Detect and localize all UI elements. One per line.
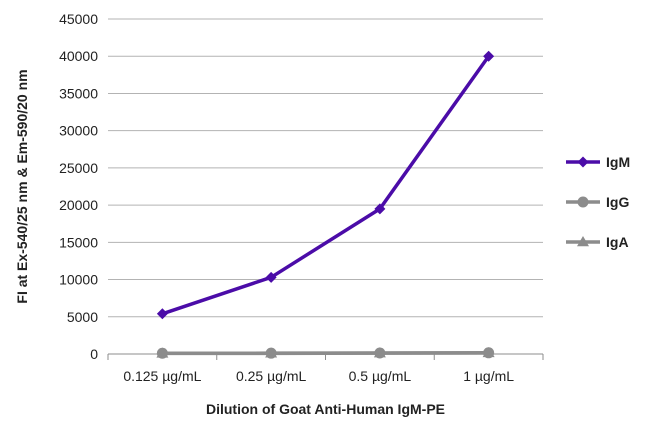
- x-tick-label: 0.125 µg/mL: [123, 368, 201, 384]
- legend-marker: [577, 196, 589, 208]
- y-tick-label: 40000: [59, 48, 98, 64]
- legend-item-igm: IgM: [566, 154, 630, 170]
- legend-label: IgM: [606, 154, 630, 170]
- x-tick-label: 1 µg/mL: [463, 368, 514, 384]
- x-tick-label: 0.5 µg/mL: [349, 368, 412, 384]
- y-tick-label: 35000: [59, 85, 98, 101]
- y-tick-label: 25000: [59, 160, 98, 176]
- x-tick-label: 0.25 µg/mL: [236, 368, 307, 384]
- y-axis-title: FI at Ex-540/25 nm & Em-590/20 nm: [14, 69, 30, 303]
- data-point: [265, 271, 277, 283]
- gridlines: [108, 18, 543, 318]
- y-tick-label: 30000: [59, 123, 98, 139]
- data-point: [156, 347, 168, 359]
- x-axis-ticks: 0.125 µg/mL 0.25 µg/mL 0.5 µg/mL 1 µg/mL: [107, 354, 544, 384]
- legend: IgM IgG IgA: [566, 154, 630, 250]
- data-point: [374, 347, 386, 359]
- legend-label: IgG: [606, 194, 629, 210]
- y-axis-ticks: 0 5000 10000 15000 20000 25000 30000 35000 40000…: [59, 11, 98, 362]
- y-tick-label: 5000: [67, 309, 98, 325]
- data-point: [374, 203, 386, 215]
- y-tick-label: 15000: [59, 234, 98, 250]
- data-point: [265, 347, 277, 359]
- x-axis-title: Dilution of Goat Anti-Human IgM-PE: [206, 401, 445, 417]
- data-point: [483, 347, 495, 359]
- series-igm: [156, 50, 495, 320]
- y-tick-label: 0: [90, 346, 98, 362]
- legend-item-iga: IgA: [566, 234, 629, 250]
- legend-marker: [577, 156, 589, 168]
- data-point: [156, 308, 168, 320]
- data-point: [483, 50, 495, 62]
- y-tick-label: 20000: [59, 197, 98, 213]
- y-tick-label: 45000: [59, 11, 98, 27]
- legend-label: IgA: [606, 234, 629, 250]
- series-igg: [156, 347, 495, 359]
- legend-marker: [577, 236, 589, 247]
- series-lines: [156, 50, 495, 359]
- series-line: [161, 55, 491, 316]
- y-tick-label: 10000: [59, 272, 98, 288]
- legend-item-igg: IgG: [566, 194, 629, 210]
